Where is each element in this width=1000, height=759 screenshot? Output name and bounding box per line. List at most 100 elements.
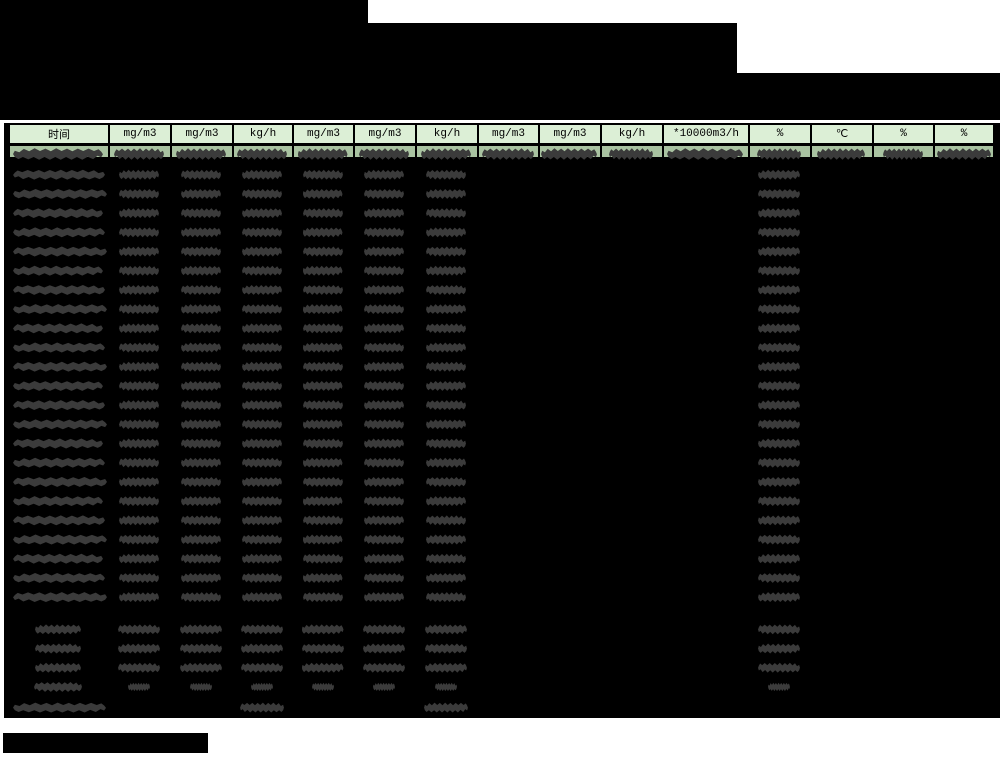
table-cell	[600, 184, 662, 203]
table-cell	[538, 434, 600, 453]
table-row	[8, 338, 995, 357]
table-cell	[477, 639, 538, 658]
table-cell	[415, 434, 477, 453]
redacted-cell-value	[758, 207, 800, 220]
table-cell	[872, 492, 933, 511]
table-cell	[8, 434, 108, 453]
table-cell	[353, 658, 415, 677]
table-cell	[108, 319, 170, 338]
table-cell	[292, 300, 353, 319]
table-cell	[662, 588, 748, 607]
table-cell	[748, 511, 810, 530]
table-cell	[872, 620, 933, 639]
table-cell	[600, 492, 662, 511]
redacted-cell-value	[303, 495, 343, 508]
table-cell	[810, 165, 872, 184]
redacted-cell-value	[181, 360, 221, 373]
table-cell	[538, 511, 600, 530]
table-cell	[108, 300, 170, 319]
table-cell	[232, 184, 292, 203]
table-cell	[600, 280, 662, 299]
table-cell	[872, 639, 933, 658]
table-cell	[108, 492, 170, 511]
table-cell	[415, 184, 477, 203]
table-cell	[477, 530, 538, 549]
redacted-timestamp	[13, 571, 105, 584]
redacted-title-block-2	[0, 23, 737, 73]
redacted-timestamp	[13, 475, 107, 488]
table-cell	[353, 568, 415, 587]
redacted-cell-value	[303, 514, 343, 527]
table-cell	[872, 223, 933, 242]
table-cell	[108, 338, 170, 357]
redacted-cell-value	[364, 322, 404, 335]
column-header-label: mg/m3	[553, 128, 586, 140]
table-cell	[810, 549, 872, 568]
table-cell	[933, 184, 995, 203]
table-cell	[748, 338, 810, 357]
redacted-cell-value	[181, 456, 221, 469]
table-cell	[232, 415, 292, 434]
column-header-12: ℃	[810, 123, 872, 146]
table-cell	[538, 396, 600, 415]
table-cell	[600, 415, 662, 434]
redacted-cell-value	[242, 475, 282, 488]
redacted-cell-value	[180, 623, 222, 636]
table-cell	[415, 319, 477, 338]
table-cell	[933, 376, 995, 395]
table-cell	[170, 165, 232, 184]
redacted-cell-value	[242, 245, 282, 258]
redacted-cell-value	[426, 418, 466, 431]
table-cell	[600, 376, 662, 395]
redacted-cell-value	[758, 456, 800, 469]
table-cell	[292, 165, 353, 184]
redacted-cell-value	[128, 681, 150, 692]
table-row	[8, 588, 995, 607]
table-cell	[415, 568, 477, 587]
redacted-timestamp	[13, 437, 103, 450]
table-cell	[170, 415, 232, 434]
redacted-cell-value	[435, 681, 457, 692]
table-cell	[108, 204, 170, 223]
table-cell	[292, 511, 353, 530]
redacted-timestamp	[13, 495, 103, 508]
table-cell	[8, 511, 108, 530]
table-cell	[108, 453, 170, 472]
table-cell	[662, 357, 748, 376]
table-cell	[748, 568, 810, 587]
redacted-cell-value	[758, 245, 800, 258]
table-cell	[232, 530, 292, 549]
table-cell	[477, 280, 538, 299]
redacted-cell-value	[883, 147, 923, 162]
table-cell	[810, 658, 872, 677]
table-cell	[108, 376, 170, 395]
table-cell	[232, 396, 292, 415]
table-cell	[600, 357, 662, 376]
redacted-cell-value	[119, 475, 159, 488]
column-header-label: kg/h	[434, 128, 460, 140]
redacted-cell-value	[426, 591, 466, 604]
redacted-cell-value	[242, 495, 282, 508]
redacted-cell-value	[181, 264, 221, 277]
redacted-cell-value	[312, 681, 334, 692]
table-row	[8, 184, 995, 203]
table-cell	[810, 338, 872, 357]
table-cell	[477, 415, 538, 434]
redacted-cell-value	[181, 187, 221, 200]
table-cell	[748, 204, 810, 223]
table-cell	[232, 165, 292, 184]
table-cell	[8, 639, 108, 658]
table-cell	[810, 588, 872, 607]
table-cell	[232, 357, 292, 376]
table-cell	[600, 620, 662, 639]
column-header-11: %	[748, 123, 810, 146]
redacted-cell-value	[119, 418, 159, 431]
table-cell	[8, 223, 108, 242]
table-cell	[933, 698, 995, 717]
table-cell	[292, 568, 353, 587]
table-cell	[810, 396, 872, 415]
table-cell	[600, 165, 662, 184]
redacted-cell-value	[180, 661, 222, 674]
table-cell	[538, 300, 600, 319]
table-cell	[353, 677, 415, 696]
